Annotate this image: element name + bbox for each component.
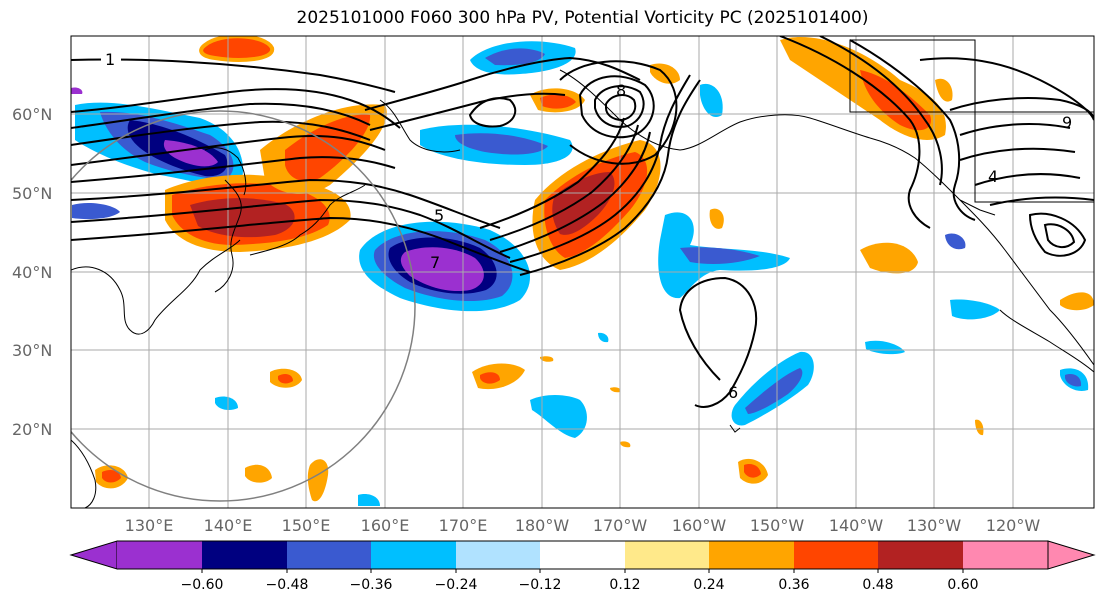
colorbar-segment: [963, 541, 1048, 569]
pv-contours: [71, 36, 1094, 408]
contour-label: 7: [430, 253, 440, 272]
lon-label: 170°E: [439, 516, 488, 535]
lon-label: 150°E: [282, 516, 331, 535]
reference-circle: [71, 110, 416, 502]
colorbar: −0.60 −0.48 −0.36 −0.24 −0.12 0.12 0.24 …: [69, 540, 1096, 593]
colorbar-segment: [794, 541, 878, 569]
lat-label: 60°N: [12, 105, 52, 124]
longitude-labels: 130°E 140°E 150°E 160°E 170°E 180°W 170°…: [125, 516, 1041, 535]
colorbar-segment: [456, 541, 540, 569]
lon-label: 160°W: [672, 516, 727, 535]
colorbar-extend-high: [1047, 540, 1096, 570]
colorbar-tick-label: −0.24: [435, 577, 478, 593]
contour-label: 5: [434, 206, 444, 225]
lat-label: 50°N: [12, 184, 52, 203]
map-title: 2025101000 F060 300 hPa PV, Potential Vo…: [296, 8, 869, 28]
pv-shading: [71, 36, 1094, 506]
colorbar-segment: [625, 541, 709, 569]
lon-label: 170°W: [593, 516, 648, 535]
lon-label: 130°E: [125, 516, 174, 535]
coastlines: [71, 69, 1094, 508]
contour-label-group: 1 5 7 8 9 4 6: [101, 49, 1072, 402]
lat-label: 40°N: [12, 263, 52, 282]
colorbar-segment: [878, 541, 963, 569]
colorbar-segment: [371, 541, 456, 569]
colorbar-tick-label: 0.48: [862, 577, 893, 593]
contour-label: 4: [988, 167, 998, 186]
region-boxes: [849, 39, 1094, 203]
map-frame: [70, 35, 1095, 509]
contour-label: 8: [616, 81, 626, 100]
colorbar-segment: [709, 541, 794, 569]
lat-label: 30°N: [12, 341, 52, 360]
contour-label: 1: [105, 50, 115, 69]
lon-label: 160°E: [361, 516, 410, 535]
contour-label: 9: [1062, 113, 1072, 132]
latitude-labels: 60°N 50°N 40°N 30°N 20°N: [12, 105, 52, 439]
colorbar-tick-label: 0.60: [947, 577, 978, 593]
lon-label: 140°W: [829, 516, 884, 535]
lon-label: 130°W: [907, 516, 962, 535]
map-contents: 1 5 7 8 9 4 6: [71, 36, 1094, 508]
lon-label: 180°W: [515, 516, 570, 535]
colorbar-segment: [540, 541, 625, 569]
colorbar-segment: [202, 541, 287, 569]
colorbar-extend-low: [69, 540, 118, 570]
colorbar-tick-label: 0.24: [693, 577, 724, 593]
colorbar-tick-label: −0.60: [181, 577, 224, 593]
lon-label: 150°W: [750, 516, 805, 535]
colorbar-segment: [117, 541, 202, 569]
lon-label: 140°E: [204, 516, 253, 535]
lon-label: 120°W: [986, 516, 1041, 535]
colorbar-tick-label: 0.12: [609, 577, 640, 593]
colorbar-tick-label: −0.48: [266, 577, 309, 593]
colorbar-tick-label: −0.36: [350, 577, 393, 593]
lat-label: 20°N: [12, 420, 52, 439]
colorbar-tick-label: −0.12: [519, 577, 562, 593]
colorbar-tick-label: 0.36: [778, 577, 809, 593]
colorbar-segment: [287, 541, 371, 569]
contour-label: 6: [728, 383, 738, 402]
